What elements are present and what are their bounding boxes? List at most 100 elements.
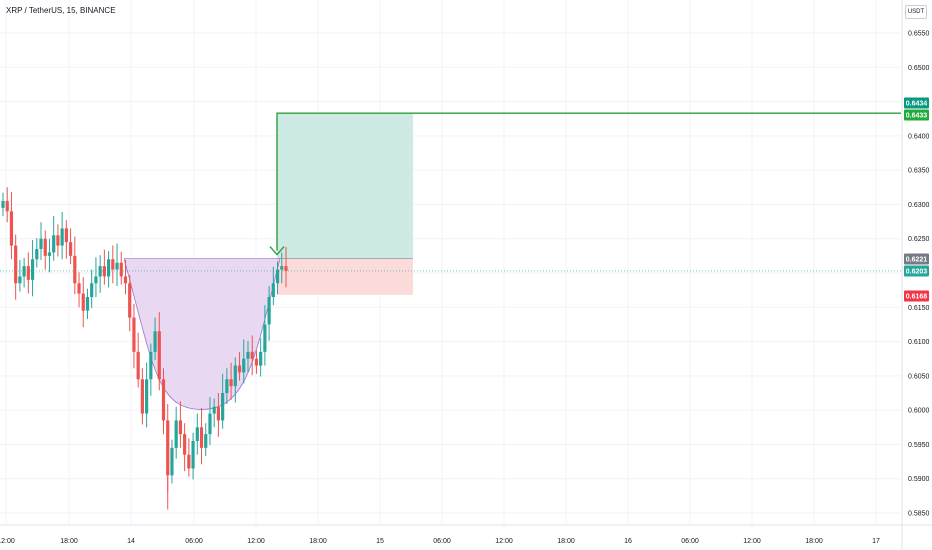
candle-body xyxy=(60,228,64,246)
candle-body xyxy=(229,379,233,387)
y-tick-label: 0.6000 xyxy=(908,408,930,415)
y-tick-label: 0.6150 xyxy=(908,305,930,312)
candle-body xyxy=(68,242,73,256)
y-tick-label: 0.6250 xyxy=(908,236,930,243)
candle-body xyxy=(267,297,271,325)
entry-arrow-icon xyxy=(269,246,285,256)
currency-unit-button[interactable]: USDT xyxy=(905,5,927,19)
candle-body xyxy=(1,201,5,208)
candle-body xyxy=(35,249,39,260)
x-tick-label: 15 xyxy=(376,538,384,545)
candle-body xyxy=(136,351,140,380)
x-tick-label: 12:00 xyxy=(743,538,761,545)
y-tick-label: 0.6500 xyxy=(908,65,930,72)
y-tick-label: 0.5950 xyxy=(908,442,930,449)
x-tick-label: 14 xyxy=(127,538,135,545)
candle-body xyxy=(153,331,157,352)
candle-body xyxy=(204,434,208,448)
candle-body xyxy=(77,283,81,294)
x-tick-label: 16 xyxy=(624,538,632,545)
candle-body xyxy=(187,454,191,469)
x-tick-label: 12:00 xyxy=(0,538,15,545)
candle-body xyxy=(43,238,47,256)
candle-body xyxy=(199,427,204,448)
candle-body xyxy=(183,434,187,455)
x-tick-label: 12:00 xyxy=(247,538,265,545)
candle-body xyxy=(14,245,18,284)
candle-body xyxy=(157,331,161,380)
chart-drawings xyxy=(269,112,901,256)
candle-body xyxy=(128,283,132,318)
candle-body xyxy=(5,201,9,212)
x-tick-label: 18:00 xyxy=(557,538,575,545)
candle-body xyxy=(18,276,22,284)
candle-body xyxy=(259,351,263,366)
candle-body xyxy=(56,235,60,246)
target-zone xyxy=(277,112,413,259)
candle-body xyxy=(237,365,242,373)
candle-body xyxy=(191,441,195,469)
candle-body xyxy=(166,420,170,476)
candle-body xyxy=(161,379,166,421)
candle-body xyxy=(212,406,216,414)
candle-body xyxy=(174,420,178,448)
candle-body xyxy=(39,238,43,249)
price-label-bg xyxy=(904,97,929,109)
y-tick-label: 0.5900 xyxy=(908,476,930,483)
price-label: 0.6168 xyxy=(906,294,928,301)
x-tick-label: 18:00 xyxy=(60,538,78,545)
y-tick-label: 0.6550 xyxy=(908,31,930,38)
candle-body xyxy=(263,324,267,352)
candle-body xyxy=(102,266,106,277)
price-label-bg xyxy=(904,265,929,277)
candle-body xyxy=(111,259,115,270)
x-tick-label: 18:00 xyxy=(309,538,327,545)
candle-body xyxy=(275,269,280,284)
price-label: 0.6203 xyxy=(906,269,928,276)
candle-body xyxy=(140,379,144,414)
x-tick-label: 18:00 xyxy=(805,538,823,545)
chart-overlays xyxy=(0,112,901,410)
stop-zone xyxy=(277,258,413,295)
price-label-bg xyxy=(904,109,929,121)
candle-body xyxy=(284,266,288,271)
candle-body xyxy=(115,262,119,270)
candle-body xyxy=(98,266,102,277)
candle-body xyxy=(216,406,221,421)
candle-body xyxy=(106,259,111,277)
candle-body xyxy=(47,252,52,256)
candle-body xyxy=(81,293,85,311)
candle-body xyxy=(64,228,68,243)
candle-body xyxy=(271,283,275,297)
price-label-bg xyxy=(904,290,929,302)
candle-body xyxy=(250,351,254,359)
candle-body xyxy=(52,235,56,253)
candle-body xyxy=(132,317,136,352)
y-tick-label: 0.6100 xyxy=(908,339,930,346)
y-tick-label: 0.6300 xyxy=(908,202,930,209)
candle-body xyxy=(242,358,246,373)
x-tick-label: 17 xyxy=(872,538,880,545)
target-path-line xyxy=(276,112,901,251)
candle-body xyxy=(145,379,149,414)
candle-body xyxy=(94,276,98,284)
x-tick-label: 12:00 xyxy=(495,538,513,545)
y-tick-label: 0.6050 xyxy=(908,373,930,380)
x-tick-label: 06:00 xyxy=(433,538,451,545)
candle-body xyxy=(178,420,183,435)
price-label: 0.6433 xyxy=(906,113,928,120)
candle-body xyxy=(123,276,128,284)
candle-series xyxy=(1,187,288,510)
time-axis[interactable]: 12:00 18:00 14 06:00 12:00 18:00 15 06:00 12:00 1… xyxy=(0,538,880,545)
candle-body xyxy=(22,266,26,277)
candle-body xyxy=(30,259,35,280)
candle-body xyxy=(233,365,237,387)
candle-body xyxy=(119,262,123,277)
y-tick-label: 0.6400 xyxy=(908,133,930,140)
y-tick-label: 0.5850 xyxy=(908,511,930,518)
symbol-title: XRP / TetherUS, 15, BINANCE xyxy=(6,6,116,15)
candle-body xyxy=(73,255,77,284)
candle-body xyxy=(85,297,90,311)
candle-body xyxy=(280,266,284,270)
